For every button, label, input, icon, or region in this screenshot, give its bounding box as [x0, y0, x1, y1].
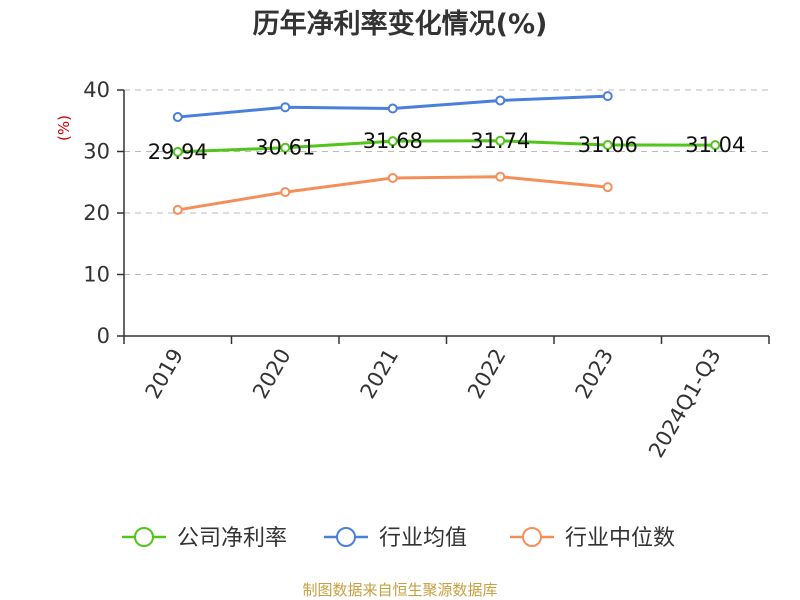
- y-tick-label: 30: [83, 140, 110, 164]
- legend-label-industry_avg: 行业均值: [379, 526, 467, 551]
- data-label: 31.06: [578, 133, 638, 157]
- data-point-industry_avg: [172, 112, 183, 123]
- data-point-company: [710, 140, 721, 151]
- legend-marker-industry_median: [522, 527, 542, 547]
- legend-marker-industry_avg: [336, 527, 356, 547]
- x-tick-label: 2022: [463, 345, 511, 403]
- series-line-company: [177, 139, 716, 154]
- x-tick-label: 2019: [141, 345, 189, 403]
- data-point-industry_median: [280, 187, 291, 198]
- x-tick-label: 2024Q1-Q3: [644, 345, 726, 462]
- data-point-company: [387, 136, 398, 147]
- data-point-industry_median: [387, 172, 398, 183]
- data-point-industry_avg: [280, 102, 291, 113]
- x-tick-label: 2021: [356, 345, 404, 403]
- x-tick-label: 2023: [571, 345, 619, 403]
- data-point-industry_avg: [602, 91, 613, 102]
- y-axis-label: (%): [55, 115, 73, 141]
- data-point-industry_avg: [495, 95, 506, 106]
- data-point-company: [280, 142, 291, 153]
- y-tick-label: 10: [83, 263, 110, 287]
- legend-label-company: 公司净利率: [177, 526, 287, 551]
- source-note: 制图数据来自恒生聚源数据库: [302, 581, 497, 599]
- x-tick-label: 2020: [248, 345, 296, 403]
- data-point-industry_median: [172, 204, 183, 215]
- y-tick-label: 20: [83, 201, 110, 225]
- data-label: 31.04: [685, 133, 745, 157]
- data-point-company: [172, 146, 183, 157]
- axes: 0 10 20 30 40 2019 2020 2021 2022 2023 2024Q1-Q3: [83, 78, 770, 462]
- data-label: 30.61: [255, 136, 315, 160]
- y-tick-label: 40: [83, 78, 110, 102]
- grid-lines: [124, 89, 769, 275]
- series-points: [172, 91, 721, 215]
- legend: 公司净利率 行业均值 行业中位数: [122, 526, 675, 551]
- data-point-industry_avg: [387, 103, 398, 114]
- data-point-company: [602, 139, 613, 150]
- y-tick-label: 0: [97, 324, 110, 348]
- data-point-industry_median: [495, 171, 506, 182]
- data-point-industry_median: [602, 182, 613, 193]
- data-label: 31.74: [470, 129, 530, 153]
- legend-label-industry_median: 行业中位数: [565, 526, 675, 551]
- data-labels: 29.94 30.61 31.68 31.74 31.06 31.04: [148, 129, 746, 164]
- data-label: 29.94: [148, 140, 208, 164]
- chart-title: 历年净利率变化情况(%): [253, 8, 548, 40]
- data-label: 31.68: [363, 129, 423, 153]
- data-point-company: [495, 135, 506, 146]
- legend-marker-company: [134, 527, 154, 547]
